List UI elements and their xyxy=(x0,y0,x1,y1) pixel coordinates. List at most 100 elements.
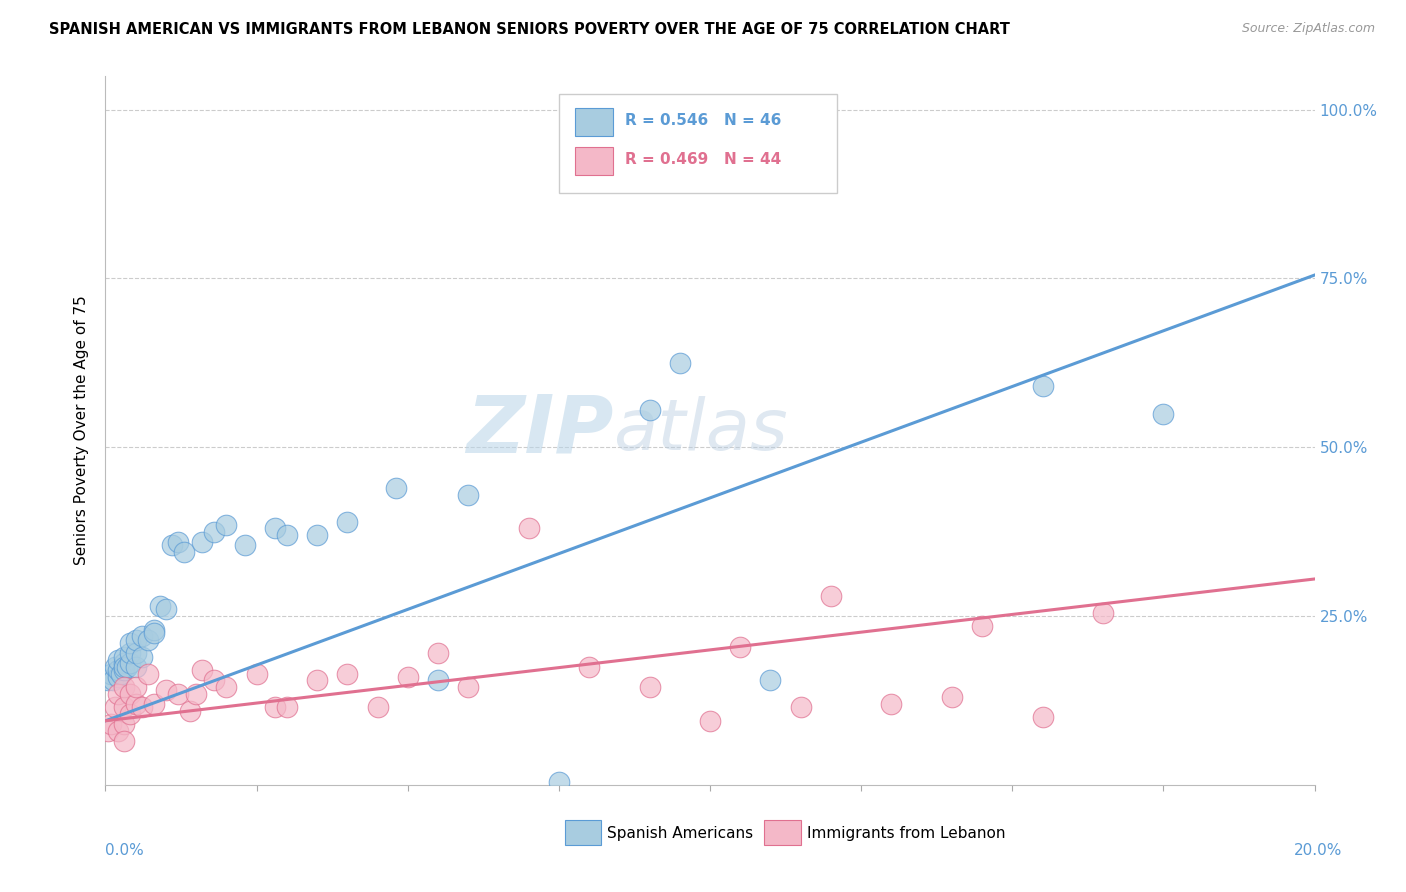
Point xyxy=(100,666,122,681)
Point xyxy=(149,599,172,613)
Point xyxy=(131,629,153,643)
Bar xyxy=(565,821,602,846)
Point xyxy=(107,687,129,701)
Point xyxy=(202,673,225,688)
Point xyxy=(107,723,129,738)
Point xyxy=(124,632,148,647)
Point xyxy=(1032,710,1054,724)
Point xyxy=(517,521,540,535)
Text: Spanish Americans: Spanish Americans xyxy=(607,826,754,840)
Point xyxy=(107,663,129,677)
Point xyxy=(638,680,661,694)
Point xyxy=(142,697,165,711)
Text: Source: ZipAtlas.com: Source: ZipAtlas.com xyxy=(1241,22,1375,36)
Point xyxy=(118,646,141,660)
Point xyxy=(759,673,782,688)
Point xyxy=(263,521,285,535)
Point xyxy=(131,700,153,714)
Point xyxy=(699,714,721,728)
Point xyxy=(136,632,159,647)
Text: 20.0%: 20.0% xyxy=(1295,843,1343,858)
FancyBboxPatch shape xyxy=(560,94,837,193)
Point xyxy=(100,717,122,731)
Point xyxy=(1092,606,1115,620)
Text: atlas: atlas xyxy=(613,396,787,465)
Point xyxy=(880,697,903,711)
Point xyxy=(191,534,214,549)
Bar xyxy=(575,108,613,136)
Point xyxy=(136,666,159,681)
Point xyxy=(101,673,124,688)
Point xyxy=(970,619,993,633)
Point xyxy=(112,700,135,714)
Point xyxy=(638,403,661,417)
Text: Immigrants from Lebanon: Immigrants from Lebanon xyxy=(807,826,1005,840)
Point xyxy=(790,700,813,714)
Point xyxy=(112,657,135,671)
Point xyxy=(107,670,129,684)
Point xyxy=(246,666,269,681)
Point xyxy=(167,687,190,701)
Point xyxy=(155,683,177,698)
Point xyxy=(115,660,138,674)
Bar xyxy=(575,146,613,175)
Point xyxy=(263,700,285,714)
Point xyxy=(131,649,153,664)
Point xyxy=(276,528,298,542)
Point xyxy=(112,649,135,664)
Point xyxy=(142,626,165,640)
Text: 0.0%: 0.0% xyxy=(105,843,145,858)
Text: ZIP: ZIP xyxy=(465,392,613,469)
Point xyxy=(336,515,359,529)
Point xyxy=(124,646,148,660)
Point xyxy=(548,774,571,789)
Text: R = 0.546   N = 46: R = 0.546 N = 46 xyxy=(626,113,782,128)
Point xyxy=(730,640,752,654)
Point xyxy=(160,538,183,552)
Point xyxy=(103,660,125,674)
Y-axis label: Seniors Poverty Over the Age of 75: Seniors Poverty Over the Age of 75 xyxy=(75,295,90,566)
Point xyxy=(427,646,450,660)
Point xyxy=(97,673,120,688)
Point xyxy=(233,538,256,552)
Point xyxy=(118,657,141,671)
Point xyxy=(112,734,135,748)
Point xyxy=(307,673,329,688)
Point xyxy=(276,700,298,714)
Point xyxy=(202,524,225,539)
Point xyxy=(1153,407,1175,421)
Point xyxy=(215,517,238,532)
Point xyxy=(118,687,141,701)
Point xyxy=(97,723,120,738)
Point xyxy=(215,680,238,694)
Point xyxy=(427,673,450,688)
Point xyxy=(307,528,329,542)
Point xyxy=(167,534,190,549)
Point xyxy=(186,687,208,701)
Point xyxy=(941,690,963,705)
Point xyxy=(112,663,135,677)
Point xyxy=(820,589,842,603)
Point xyxy=(103,700,125,714)
Point xyxy=(384,481,406,495)
Point xyxy=(669,356,692,370)
Point xyxy=(112,680,135,694)
Point xyxy=(155,602,177,616)
Point xyxy=(179,704,201,718)
Bar xyxy=(765,821,801,846)
Text: SPANISH AMERICAN VS IMMIGRANTS FROM LEBANON SENIORS POVERTY OVER THE AGE OF 75 C: SPANISH AMERICAN VS IMMIGRANTS FROM LEBA… xyxy=(49,22,1010,37)
Point xyxy=(110,666,132,681)
Point xyxy=(124,660,148,674)
Point xyxy=(107,653,129,667)
Point xyxy=(173,545,195,559)
Point xyxy=(1032,379,1054,393)
Point xyxy=(112,717,135,731)
Point xyxy=(142,623,165,637)
Point xyxy=(336,666,359,681)
Point xyxy=(366,700,388,714)
Point xyxy=(457,680,479,694)
Point xyxy=(124,680,148,694)
Point xyxy=(578,660,600,674)
Point xyxy=(124,697,148,711)
Point xyxy=(118,706,141,721)
